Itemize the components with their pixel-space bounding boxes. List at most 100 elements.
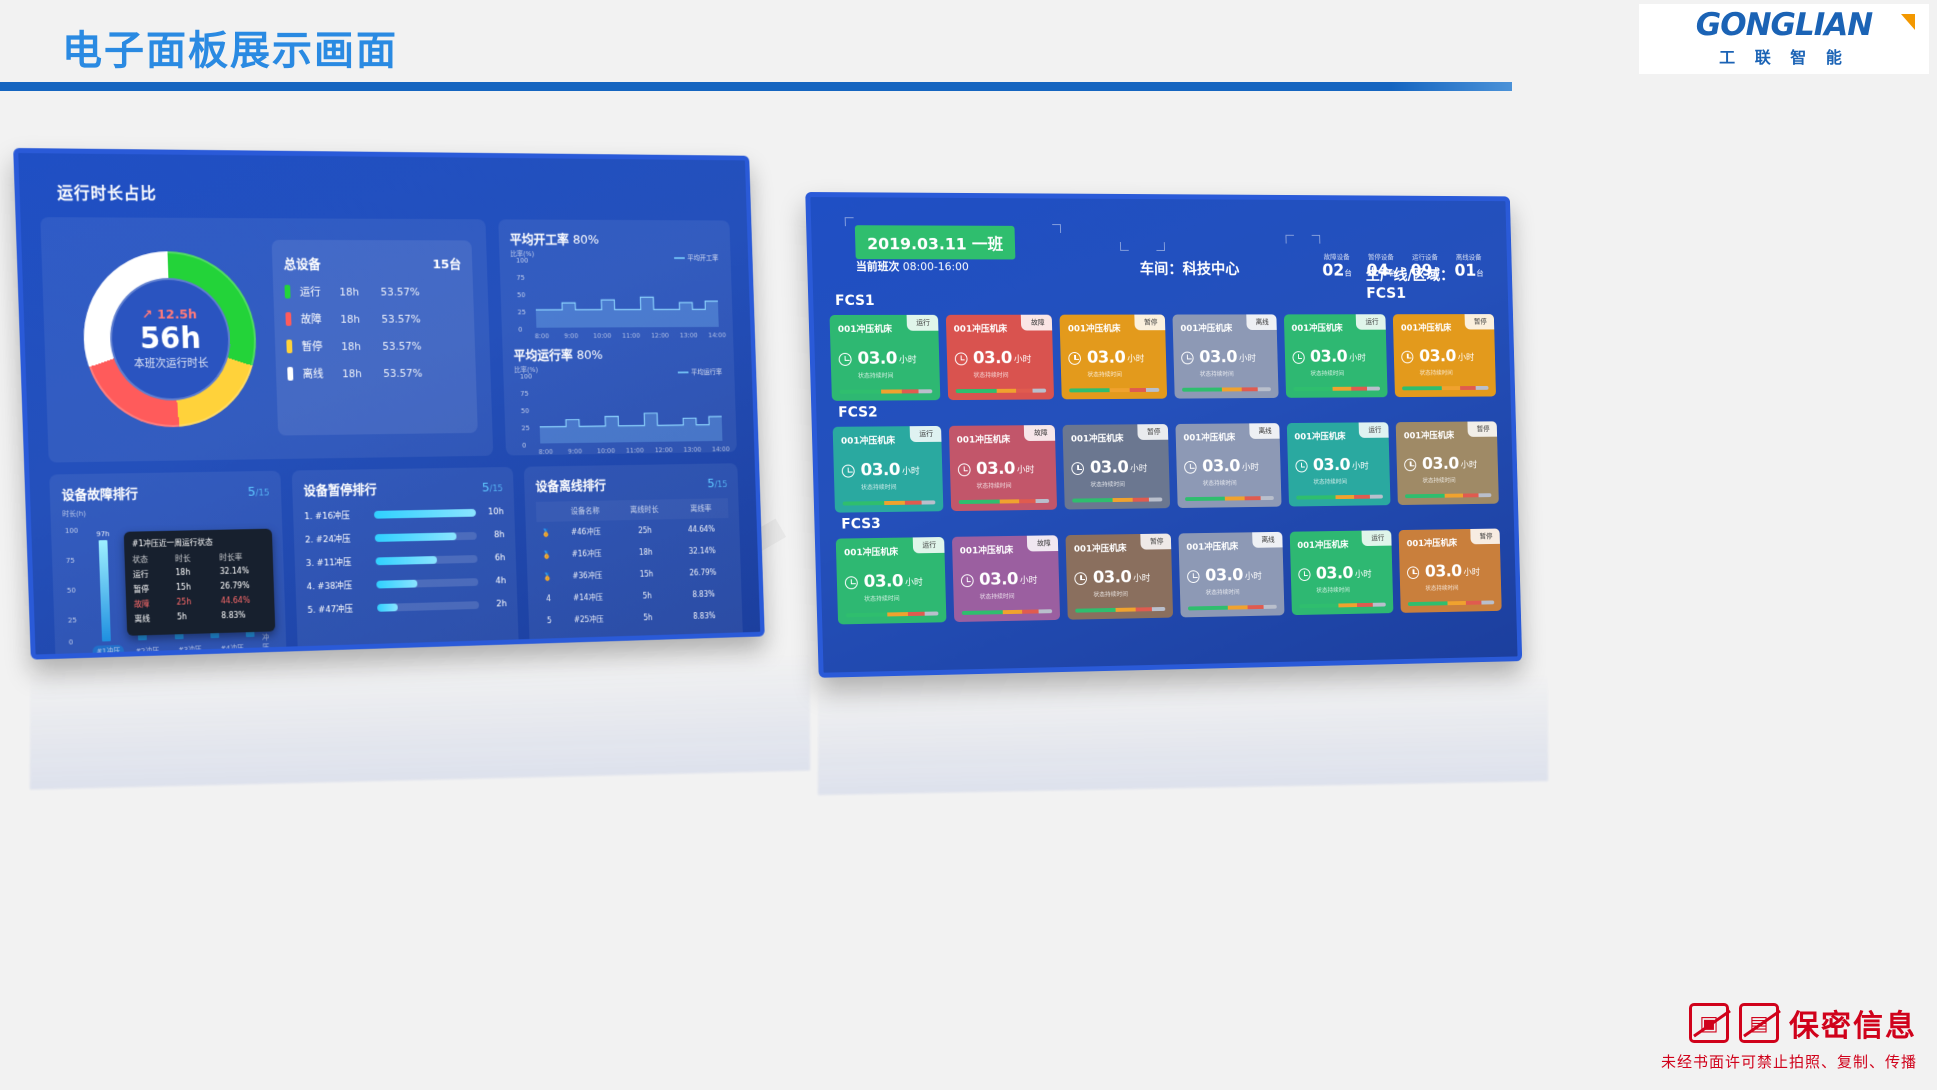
no-copy-icon: ▤ <box>1739 1003 1779 1043</box>
ytick: 50 <box>517 291 526 300</box>
confidential-note: 未经书面许可禁止拍照、复制、传播 <box>1660 1053 1917 1071</box>
runtime-donut-chart: ↗ 12.5h 56h 本班次运行时长 <box>80 251 259 429</box>
machine-card[interactable]: 001冲压机床 暂停 03.0 小时 状态持续时间 <box>1396 421 1499 506</box>
machine-hours-unit: 小时 <box>904 577 923 588</box>
counter-label: 暂停设备 <box>1367 253 1394 262</box>
donut-delta-value: ↗ 12.5h <box>141 307 198 323</box>
machine-card[interactable]: 001冲压机床 运行 03.0 小时 状态持续时间 <box>1283 314 1388 398</box>
xtick: 14:00 <box>708 331 727 340</box>
status-color-swatch <box>285 312 292 326</box>
machine-sub-label: 状态持续时间 <box>1087 371 1123 379</box>
status-duration: 18h <box>339 285 360 298</box>
machine-hours-unit: 小时 <box>1351 461 1369 472</box>
clock-icon <box>1292 350 1305 364</box>
xtick: 9:00 <box>564 332 579 341</box>
machine-card[interactable]: 001冲压机床 运行 03.0 小时 状态持续时间 <box>829 314 941 401</box>
clock-icon <box>960 573 974 587</box>
xtick: 11:00 <box>622 332 641 340</box>
machine-progress-bar <box>1069 387 1160 393</box>
machine-status-badge: 暂停 <box>1470 528 1500 545</box>
donut-caption: 本班次运行时长 <box>133 356 209 371</box>
machine-progress-bar <box>839 389 932 394</box>
offline-duration: 18h <box>638 548 653 557</box>
bar-x-label[interactable]: #1冲压 <box>92 644 125 658</box>
pause-rank-value: 6h <box>494 552 506 563</box>
machine-hours: 03.0 <box>1424 561 1462 582</box>
machine-card[interactable]: 001冲压机床 运行 03.0 小时 状态持续时间 <box>832 425 944 513</box>
machine-hours-unit: 小时 <box>1241 462 1260 473</box>
bar-column: 97h <box>96 530 113 642</box>
trend-up-icon: ↗ <box>141 307 153 323</box>
machine-card[interactable]: 001冲压机床 暂停 03.0 小时 状态持续时间 <box>1059 314 1168 400</box>
machine-hours: 03.0 <box>1309 347 1348 367</box>
right-display-screen: 2019.03.11 一班 当前班次 08:00-16:00 车间：科技中心 生… <box>805 191 1523 678</box>
machine-card[interactable]: 001冲压机床 暂停 03.0 小时 状态持续时间 <box>1062 424 1171 510</box>
machine-card[interactable]: 001冲压机床 暂停 03.0 小时 状态持续时间 <box>1393 314 1497 398</box>
offline-device-name: #16冲压 <box>571 549 602 559</box>
machine-card[interactable]: 001冲压机床 运行 03.0 小时 状态持续时间 <box>835 536 947 625</box>
offline-rank: 4 <box>546 594 552 604</box>
status-percent: 53.57% <box>383 366 423 380</box>
offline-ranking-count: 5/15 <box>707 476 728 492</box>
machine-sub-label: 状态持续时间 <box>1422 477 1456 485</box>
machine-progress-bar <box>1293 386 1381 392</box>
machine-card[interactable]: 001冲压机床 故障 03.0 小时 状态持续时间 <box>951 535 1061 623</box>
rate-chart-title: 平均开工率 80% <box>509 232 600 248</box>
offline-col-header: 离线率 <box>672 498 729 520</box>
machine-hours-unit: 小时 <box>1133 573 1151 584</box>
clock-icon <box>844 575 858 589</box>
status-duration: 18h <box>340 312 361 326</box>
machine-card[interactable]: 001冲压机床 离线 03.0 小时 状态持续时间 <box>1175 423 1282 509</box>
machine-card[interactable]: 001冲压机床 暂停 03.0 小时 状态持续时间 <box>1398 528 1502 613</box>
xtick: 13:00 <box>679 331 698 340</box>
offline-col-header: 设备名称 <box>554 500 616 522</box>
clock-icon <box>1404 458 1417 471</box>
pause-rank-bar <box>376 600 480 612</box>
total-devices-value: 15台 <box>432 257 462 273</box>
offline-duration: 25h <box>638 526 652 536</box>
machine-progress-bar <box>1072 497 1163 503</box>
xtick: 8:00 <box>538 448 554 456</box>
status-counter: 故障设备 02台 <box>1322 252 1352 280</box>
machine-group: FCS2 001冲压机床 运行 03.0 小时 状态持续时间 <box>832 400 1499 513</box>
tooltip-duration: 25h <box>176 597 192 607</box>
tooltip-row: 暂停 15h 26.79% <box>133 581 266 595</box>
machine-status-badge: 故障 <box>1021 314 1053 331</box>
bar-x-label[interactable]: #3冲压 <box>178 645 202 654</box>
machine-card[interactable]: 001冲压机床 故障 03.0 小时 状态持续时间 <box>945 314 1055 401</box>
pause-rank-bar <box>375 577 479 589</box>
status-color-swatch <box>286 339 293 354</box>
machine-status-badge: 暂停 <box>1140 533 1172 550</box>
bar-x-label[interactable]: #4冲压 <box>220 644 244 653</box>
confidential-notice: ▣ ▤ 保密信息 未经书面许可禁止拍照、复制、传播 <box>1661 1001 1917 1072</box>
machine-card[interactable]: 001冲压机床 离线 03.0 小时 状态持续时间 <box>1172 314 1279 399</box>
pause-rank-row: 2. #24冲压 8h <box>305 528 505 546</box>
offline-rank: 🏅 <box>543 572 553 582</box>
pause-rank-value: 10h <box>487 506 504 517</box>
machine-card[interactable]: 001冲压机床 运行 03.0 小时 状态持续时间 <box>1289 530 1394 616</box>
machine-hours: 03.0 <box>1086 347 1126 368</box>
machine-card[interactable]: 001冲压机床 离线 03.0 小时 状态持续时间 <box>1178 531 1285 618</box>
pause-ranking-count: 5/15 <box>481 480 504 496</box>
machine-hours-unit: 小时 <box>1463 567 1481 578</box>
machine-card[interactable]: 001冲压机床 故障 03.0 小时 状态持续时间 <box>948 424 1058 512</box>
machine-hours: 03.0 <box>1312 455 1351 476</box>
status-counters: 故障设备 02台 暂停设备 04台 运行设备 09台 离线设备 01台 <box>1322 252 1484 280</box>
status-counter: 离线设备 01台 <box>1454 253 1484 281</box>
machine-hours-unit: 小时 <box>1354 569 1372 580</box>
machine-card[interactable]: 001冲压机床 暂停 03.0 小时 状态持续时间 <box>1065 533 1174 620</box>
machine-card[interactable]: 001冲压机床 运行 03.0 小时 状态持续时间 <box>1286 422 1391 507</box>
fault-ranking-card: 设备故障排行 5/15 时长(h) 100 75 50 25 0 97h <box>49 470 287 660</box>
clock-icon <box>1297 567 1311 581</box>
offline-device-name: #14冲压 <box>573 592 603 603</box>
ytick: 50 <box>520 407 530 416</box>
bar-x-label[interactable]: #2冲压 <box>135 646 160 656</box>
machine-hours-unit: 小时 <box>1244 571 1262 582</box>
status-color-swatch <box>284 284 291 299</box>
machine-sub-label: 状态持续时间 <box>864 595 900 603</box>
left-screen-reflection <box>30 650 810 790</box>
machine-hours: 03.0 <box>1199 347 1238 368</box>
tooltip-title: #1冲压近一周运行状态 <box>131 537 214 549</box>
logo-subtitle: 工 联 智 能 <box>1719 48 1849 67</box>
xtick: 12:00 <box>654 446 673 455</box>
